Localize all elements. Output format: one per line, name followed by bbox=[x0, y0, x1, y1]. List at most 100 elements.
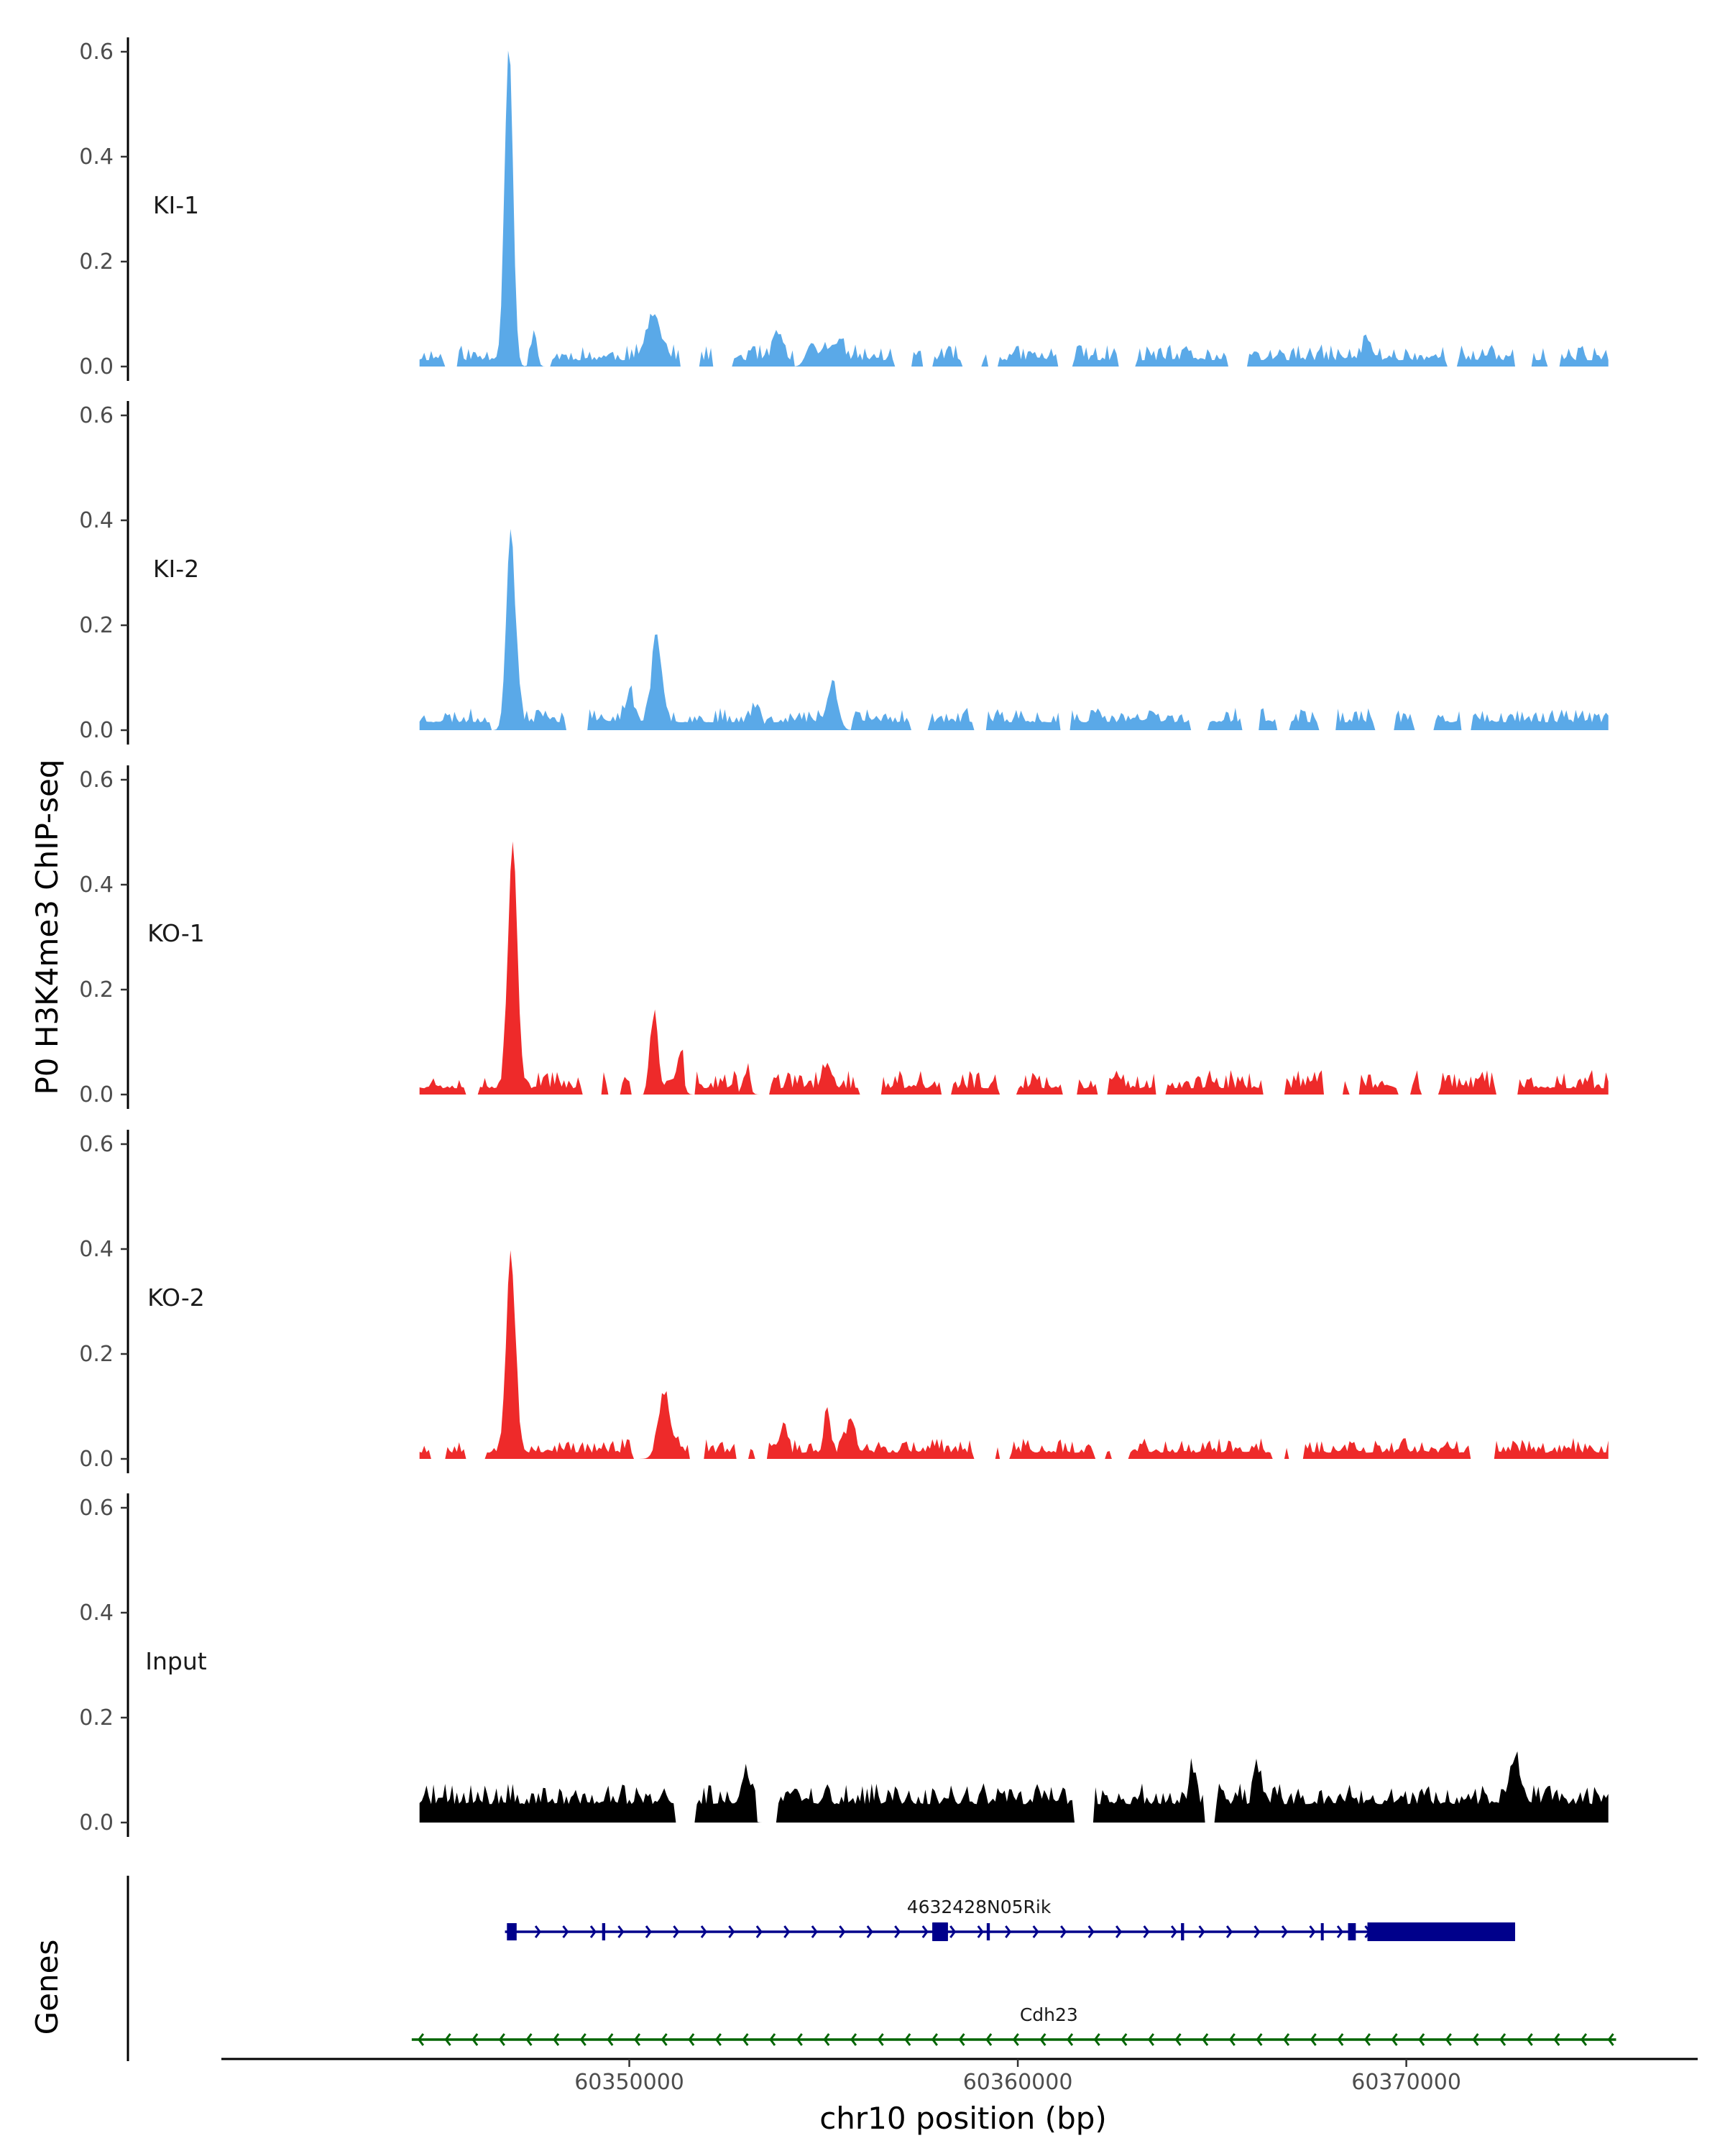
strand-chevron bbox=[714, 2033, 722, 2046]
y-tick-label: 0.6 bbox=[79, 40, 114, 65]
y-tick-label: 0.4 bbox=[79, 508, 114, 533]
track-label: KO-2 bbox=[147, 1284, 205, 1312]
y-axis-title: P0 H3K4me3 ChIP-seq bbox=[29, 759, 65, 1095]
y-tick-label: 0.0 bbox=[79, 718, 114, 743]
strand-chevron bbox=[1281, 1925, 1288, 1938]
strand-chevron bbox=[1116, 1925, 1123, 1938]
strand-chevron bbox=[1198, 1925, 1205, 1938]
track-input: 0.0 0.2 0.4 0.6 Input bbox=[79, 1493, 1609, 1837]
track-ki-1: 0.0 0.2 0.4 0.6 KI-1 bbox=[79, 37, 1609, 381]
strand-chevron bbox=[1363, 2033, 1371, 2046]
strand-chevron bbox=[866, 1925, 873, 1938]
exon bbox=[1320, 1923, 1324, 1940]
strand-chevron bbox=[1170, 1925, 1178, 1938]
strand-chevron bbox=[562, 1925, 569, 1938]
x-tick-label: 60350000 bbox=[574, 2070, 684, 2095]
strand-chevron bbox=[417, 2033, 425, 2046]
strand-chevron bbox=[1202, 2033, 1209, 2046]
gene-label: 4632428N05Rik bbox=[907, 1897, 1052, 1917]
strand-chevron bbox=[1228, 2033, 1236, 2046]
track-label: KI-1 bbox=[153, 191, 199, 219]
y-tick-label: 0.2 bbox=[79, 1705, 114, 1731]
coding-exon bbox=[1367, 1922, 1515, 1941]
y-tick-label: 0.4 bbox=[79, 1237, 114, 1262]
strand-chevron bbox=[1283, 2033, 1290, 2046]
strand-chevron bbox=[1005, 1925, 1012, 1938]
strand-chevron bbox=[1580, 2033, 1588, 2046]
strand-chevron bbox=[1147, 2033, 1155, 2046]
strand-chevron bbox=[894, 1925, 901, 1938]
y-tick-label: 0.4 bbox=[79, 1600, 114, 1626]
exon bbox=[507, 1923, 517, 1940]
y-tick-label: 0.6 bbox=[79, 1132, 114, 1157]
strand-chevron bbox=[1032, 1925, 1039, 1938]
strand-chevron bbox=[444, 2033, 451, 2046]
strand-chevron bbox=[796, 2033, 803, 2046]
track-label: KO-1 bbox=[147, 919, 205, 947]
y-tick-label: 0.0 bbox=[79, 354, 114, 379]
strand-chevron bbox=[839, 1925, 846, 1938]
strand-chevron bbox=[498, 2033, 505, 2046]
gene-label: Cdh23 bbox=[1020, 2004, 1078, 2025]
strand-chevron bbox=[769, 2033, 776, 2046]
strand-chevron bbox=[1012, 2033, 1019, 2046]
strand-chevron bbox=[1093, 2033, 1100, 2046]
strand-chevron bbox=[958, 2033, 965, 2046]
gene-cdh23: Cdh23 bbox=[411, 2004, 1616, 2046]
strand-chevron bbox=[1143, 1925, 1150, 1938]
strand-chevron bbox=[1256, 2033, 1263, 2046]
strand-chevron bbox=[742, 2033, 749, 2046]
strand-chevron bbox=[755, 1925, 763, 1938]
track-ki-2: 0.0 0.2 0.4 0.6 KI-2 bbox=[79, 401, 1609, 745]
strand-chevron bbox=[645, 1925, 652, 1938]
strand-chevron bbox=[673, 1925, 680, 1938]
track-label: KI-2 bbox=[153, 555, 199, 583]
strand-chevron bbox=[1087, 1925, 1095, 1938]
strand-chevron bbox=[700, 1925, 707, 1938]
strand-chevron bbox=[1060, 1925, 1067, 1938]
strand-chevron bbox=[1039, 2033, 1046, 2046]
strand-chevron bbox=[1337, 2033, 1344, 2046]
strand-chevron bbox=[1067, 2033, 1074, 2046]
x-axis-title: chr10 position (bp) bbox=[819, 2101, 1107, 2136]
y-tick-label: 0.2 bbox=[79, 249, 114, 275]
strand-chevron bbox=[1499, 2033, 1506, 2046]
strand-chevron bbox=[921, 1925, 929, 1938]
genes-layer: 4632428N05Rik Cdh23 bbox=[126, 1876, 1616, 2061]
y-tick-label: 0.6 bbox=[79, 768, 114, 793]
strand-chevron bbox=[661, 2033, 668, 2046]
y-tick-label: 0.2 bbox=[79, 1342, 114, 1367]
x-tick-label: 60360000 bbox=[963, 2070, 1073, 2095]
strand-chevron bbox=[1391, 2033, 1398, 2046]
strand-chevron bbox=[811, 1925, 818, 1938]
signal-area bbox=[419, 841, 1609, 1095]
exon bbox=[1181, 1923, 1184, 1940]
strand-chevron bbox=[1607, 2033, 1614, 2046]
strand-chevron bbox=[985, 2033, 993, 2046]
strand-chevron bbox=[1121, 2033, 1128, 2046]
strand-chevron bbox=[877, 2033, 884, 2046]
y-tick-label: 0.4 bbox=[79, 144, 114, 170]
strand-chevron bbox=[904, 2033, 911, 2046]
strand-chevron bbox=[1225, 1925, 1233, 1938]
gene-4632428n05rik: 4632428N05Rik bbox=[505, 1897, 1515, 1941]
strand-chevron bbox=[1526, 2033, 1533, 2046]
strand-chevron bbox=[525, 2033, 533, 2046]
strand-chevron bbox=[553, 2033, 560, 2046]
strand-chevron bbox=[949, 1925, 957, 1938]
strand-chevron bbox=[1553, 2033, 1560, 2046]
strand-chevron bbox=[931, 2033, 938, 2046]
exon bbox=[986, 1923, 990, 1940]
signal-area bbox=[419, 1751, 1609, 1823]
exon bbox=[1348, 1923, 1356, 1940]
strand-chevron bbox=[977, 1925, 984, 1938]
strand-chevron bbox=[1174, 2033, 1182, 2046]
y-tick-label: 0.0 bbox=[79, 1447, 114, 1472]
strand-chevron bbox=[1254, 1925, 1261, 1938]
strand-chevron bbox=[607, 2033, 614, 2046]
y-tick-label: 0.2 bbox=[79, 977, 114, 1003]
strand-chevron bbox=[1472, 2033, 1479, 2046]
strand-chevron bbox=[1445, 2033, 1452, 2046]
strand-chevron bbox=[850, 2033, 857, 2046]
